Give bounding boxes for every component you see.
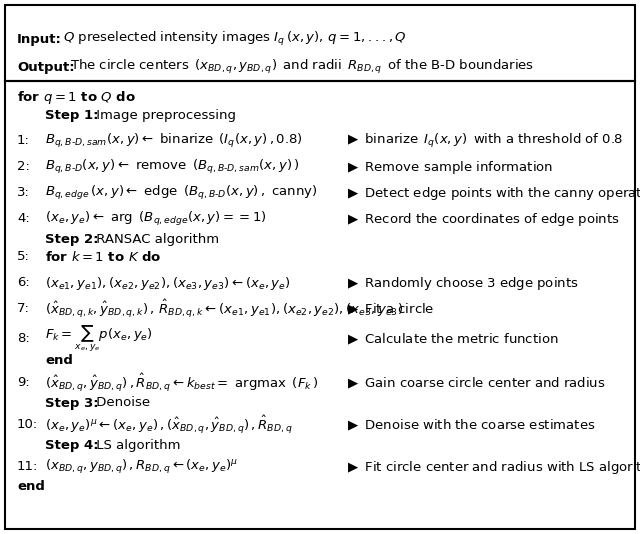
Text: $F_k = \sum_{x_e,y_e} p(x_e,y_e)$: $F_k = \sum_{x_e,y_e} p(x_e,y_e)$ xyxy=(45,324,153,354)
FancyBboxPatch shape xyxy=(5,5,635,529)
Text: $B_{q,B\text{-}D,sam}(x,y) \leftarrow$ binarize $\,(I_{q}(x,y)\,,0.8)$: $B_{q,B\text{-}D,sam}(x,y) \leftarrow$ b… xyxy=(45,132,303,150)
Text: Input:: Input: xyxy=(17,33,62,45)
Text: 11:: 11: xyxy=(17,460,38,474)
Text: 3:: 3: xyxy=(17,186,30,200)
Text: $\blacktriangleright$ Record the coordinates of edge points: $\blacktriangleright$ Record the coordin… xyxy=(345,210,620,227)
Text: 10:: 10: xyxy=(17,419,38,431)
Text: 6:: 6: xyxy=(17,277,29,289)
Text: The circle centers $\,(x_{BD,q},y_{BD,q})\,$ and radii $\,R_{BD,q}\,$ of the B-D: The circle centers $\,(x_{BD,q},y_{BD,q}… xyxy=(70,58,534,76)
Text: $\blacktriangleright$ Calculate the metric function: $\blacktriangleright$ Calculate the metr… xyxy=(345,332,559,347)
Text: 1:: 1: xyxy=(17,135,30,147)
Text: 8:: 8: xyxy=(17,333,29,345)
Text: 5:: 5: xyxy=(17,250,30,263)
Text: $Q$ preselected intensity images $I_{q}\,(x,y),\,q=1,...,Q$: $Q$ preselected intensity images $I_{q}\… xyxy=(63,30,407,48)
Text: LS algorithm: LS algorithm xyxy=(92,438,180,452)
Text: Output:: Output: xyxy=(17,60,75,74)
Text: for $q=1$ to $Q$ do: for $q=1$ to $Q$ do xyxy=(17,89,136,106)
Text: $(\hat{x}_{BD,q,k},\hat{y}_{BD,q,k})\,,\,\hat{R}_{BD,q,k} \leftarrow (x_{e1},y_{: $(\hat{x}_{BD,q,k},\hat{y}_{BD,q,k})\,,\… xyxy=(45,298,403,320)
Text: for $k=1$ to $K$ do: for $k=1$ to $K$ do xyxy=(45,250,161,264)
Text: $\blacktriangleright$ Fit circle center and radius with LS algorithm: $\blacktriangleright$ Fit circle center … xyxy=(345,459,640,475)
Text: $\blacktriangleright$ Detect edge points with the canny operator: $\blacktriangleright$ Detect edge points… xyxy=(345,185,640,201)
Text: Step 4:: Step 4: xyxy=(45,438,99,452)
Text: end: end xyxy=(17,481,45,493)
Text: $\blacktriangleright$ Randomly choose 3 edge points: $\blacktriangleright$ Randomly choose 3 … xyxy=(345,274,579,292)
Text: Step 3:: Step 3: xyxy=(45,397,99,410)
Text: $\blacktriangleright$ Gain coarse circle center and radius: $\blacktriangleright$ Gain coarse circle… xyxy=(345,375,605,390)
Text: 2:: 2: xyxy=(17,161,30,174)
Text: 9:: 9: xyxy=(17,376,29,389)
Text: RANSAC algorithm: RANSAC algorithm xyxy=(92,232,219,246)
Text: $\blacktriangleright$ Denoise with the coarse estimates: $\blacktriangleright$ Denoise with the c… xyxy=(345,418,595,433)
Text: $B_{q,edge}\,(x,y) \leftarrow$ edge $\,(B_{q,B\text{-}D}(x,y)\,,$ canny$)$: $B_{q,edge}\,(x,y) \leftarrow$ edge $\,(… xyxy=(45,184,317,202)
Text: $(x_{e1},y_{e1}),(x_{e2},y_{e2}),(x_{e3},y_{e3}) \leftarrow (x_e,y_e)$: $(x_{e1},y_{e1}),(x_{e2},y_{e2}),(x_{e3}… xyxy=(45,274,291,292)
Text: $B_{q,B\text{-}D}(x,y) \leftarrow$ remove $\,(B_{q,B\text{-}D,sam}(x,y)\,)$: $B_{q,B\text{-}D}(x,y) \leftarrow$ remov… xyxy=(45,158,300,176)
Text: $\blacktriangleright$ binarize $\,I_{q}(x,y)\,$ with a threshold of 0.8: $\blacktriangleright$ binarize $\,I_{q}(… xyxy=(345,132,623,150)
Text: Denoise: Denoise xyxy=(92,397,150,410)
Text: $(x_{BD,q},y_{BD,q})\,,R_{BD,q} \leftarrow (x_e,y_e)^{\mu}$: $(x_{BD,q},y_{BD,q})\,,R_{BD,q} \leftarr… xyxy=(45,458,238,476)
Text: $(x_e,y_e) \leftarrow$ arg $\,(B_{q,edge}(x,y)==1)$: $(x_e,y_e) \leftarrow$ arg $\,(B_{q,edge… xyxy=(45,210,267,228)
Text: 4:: 4: xyxy=(17,213,29,225)
Text: $(\hat{x}_{BD,q},\hat{y}_{BD,q})\,,\hat{R}_{BD,q} \leftarrow k_{best}=$ argmax $: $(\hat{x}_{BD,q},\hat{y}_{BD,q})\,,\hat{… xyxy=(45,372,319,394)
Text: 7:: 7: xyxy=(17,302,30,316)
Text: end: end xyxy=(45,355,73,367)
Text: Step 2:: Step 2: xyxy=(45,232,99,246)
Text: Step 1:: Step 1: xyxy=(45,108,99,122)
Text: $\blacktriangleright$ Remove sample information: $\blacktriangleright$ Remove sample info… xyxy=(345,159,553,176)
Text: $(x_e,y_e)^{\mu} \leftarrow (x_e,y_e)\,,(\hat{x}_{BD,q},\hat{y}_{BD,q})\,,\hat{R: $(x_e,y_e)^{\mu} \leftarrow (x_e,y_e)\,,… xyxy=(45,414,292,436)
Text: $\blacktriangleright$ Fit a circle: $\blacktriangleright$ Fit a circle xyxy=(345,301,435,317)
Text: Image preprocessing: Image preprocessing xyxy=(92,108,236,122)
